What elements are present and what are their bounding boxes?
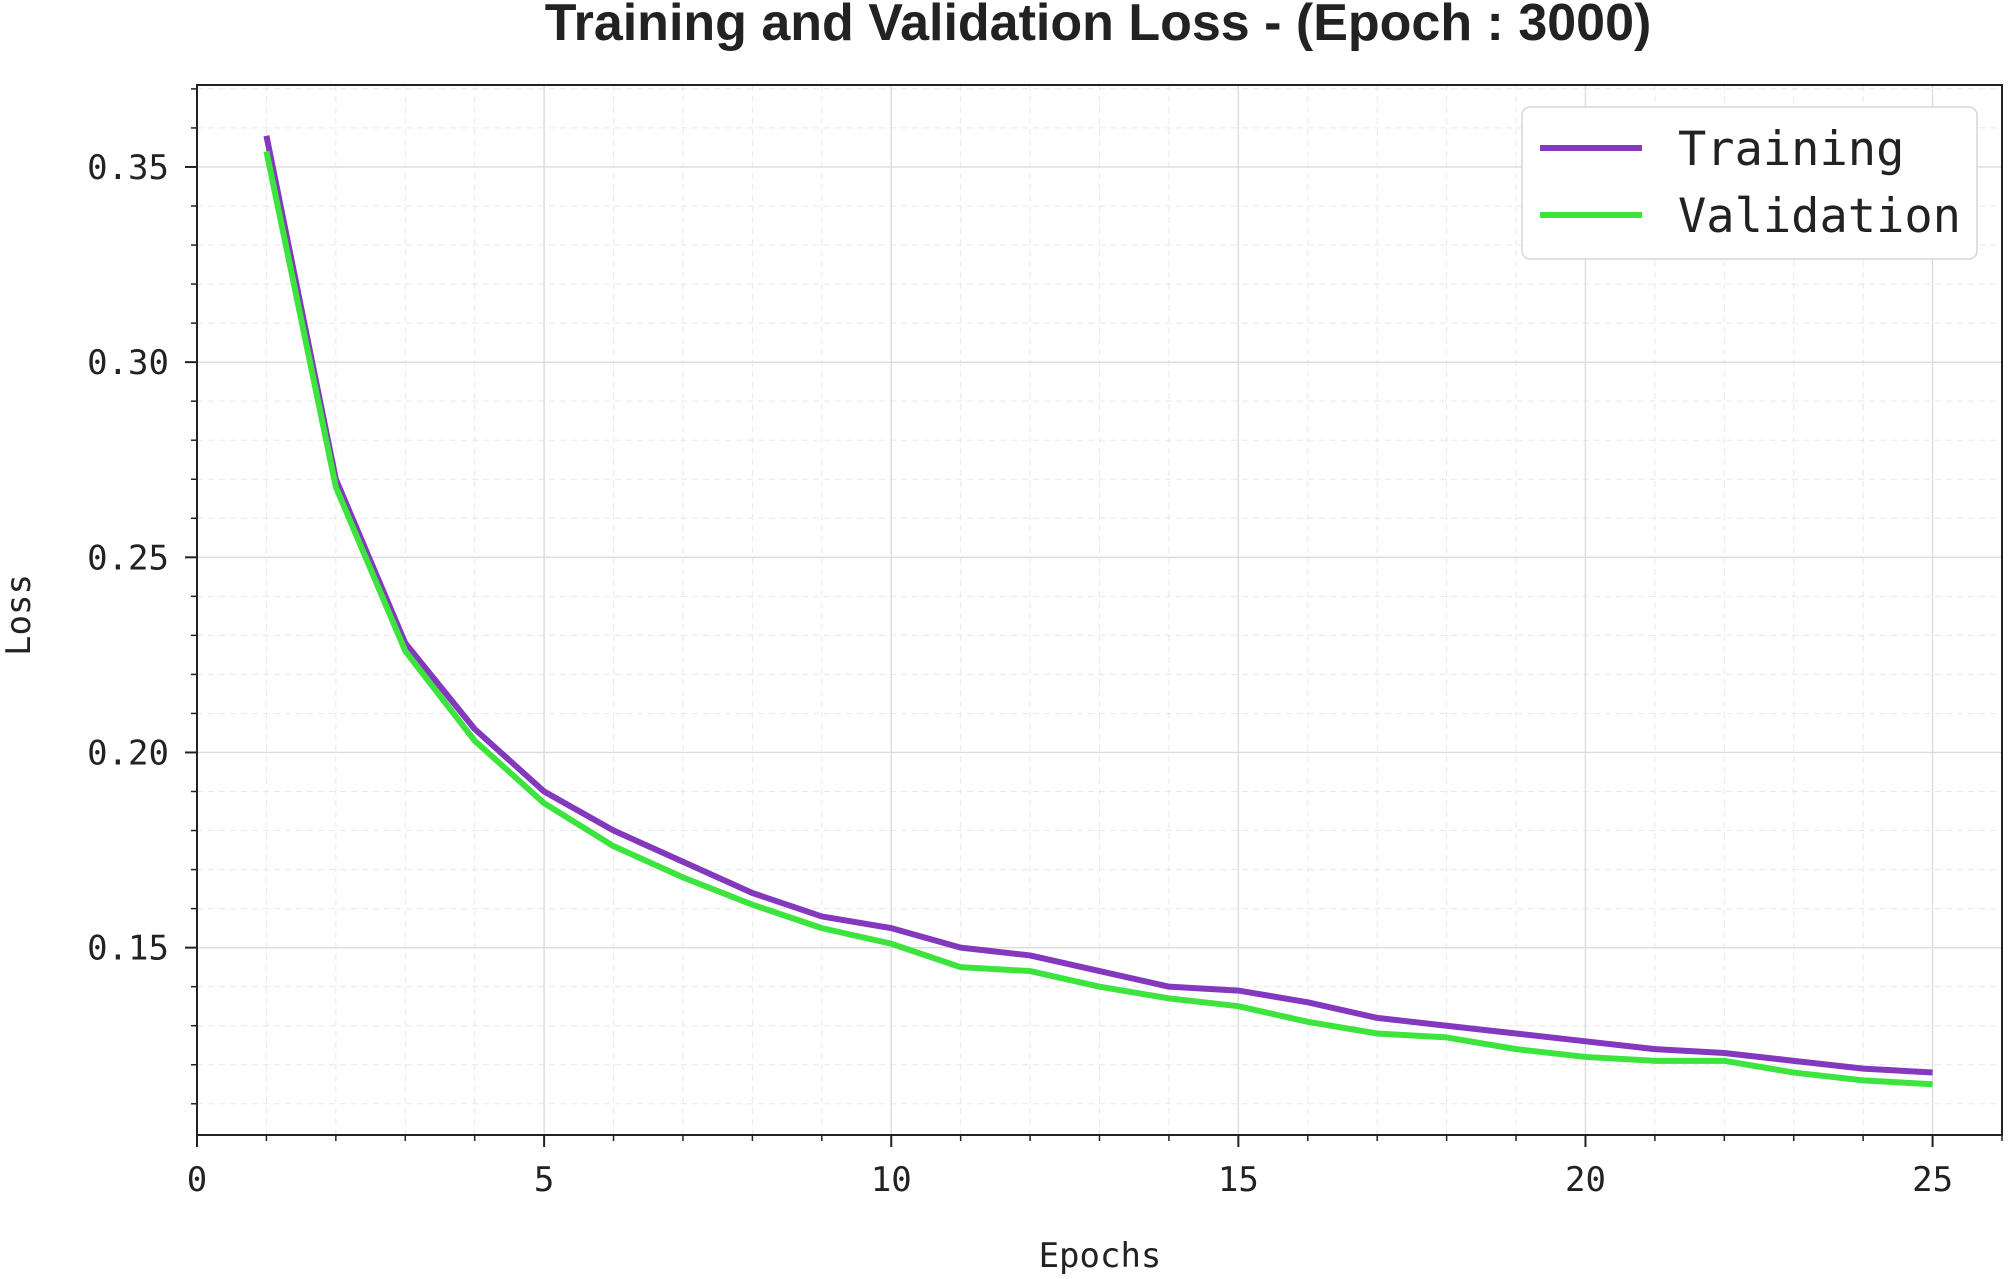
chart-title: Training and Validation Loss - (Epoch : …: [545, 0, 1652, 52]
y-tick-label: 0.30: [87, 343, 169, 383]
x-tick-label: 25: [1912, 1160, 1953, 1200]
series-lines: [263, 135, 1933, 1088]
y-tick-label: 0.35: [87, 148, 169, 188]
y-tick-label: 0.25: [87, 538, 169, 578]
y-axis-label: Loss: [0, 574, 39, 656]
legend-label-training: Training: [1678, 122, 1904, 177]
x-tick-label: 20: [1565, 1160, 1606, 1200]
series-line-validation: [263, 150, 1933, 1088]
series-line-training: [263, 135, 1933, 1076]
x-tick-label: 0: [187, 1160, 207, 1200]
x-tick-label: 5: [534, 1160, 554, 1200]
y-tick-label: 0.15: [87, 929, 169, 969]
y-tick-label: 0.20: [87, 733, 169, 773]
x-tick-label: 15: [1218, 1160, 1259, 1200]
x-tick-label: 10: [871, 1160, 912, 1200]
legend-label-validation: Validation: [1678, 189, 1961, 244]
legend: Training Validation: [1521, 106, 1978, 260]
axes: 0 5 10 15 20 25 0.15 0.20 0.25 0.30 0.35: [87, 84, 2003, 1200]
x-axis-label: Epochs: [1039, 1236, 1162, 1276]
